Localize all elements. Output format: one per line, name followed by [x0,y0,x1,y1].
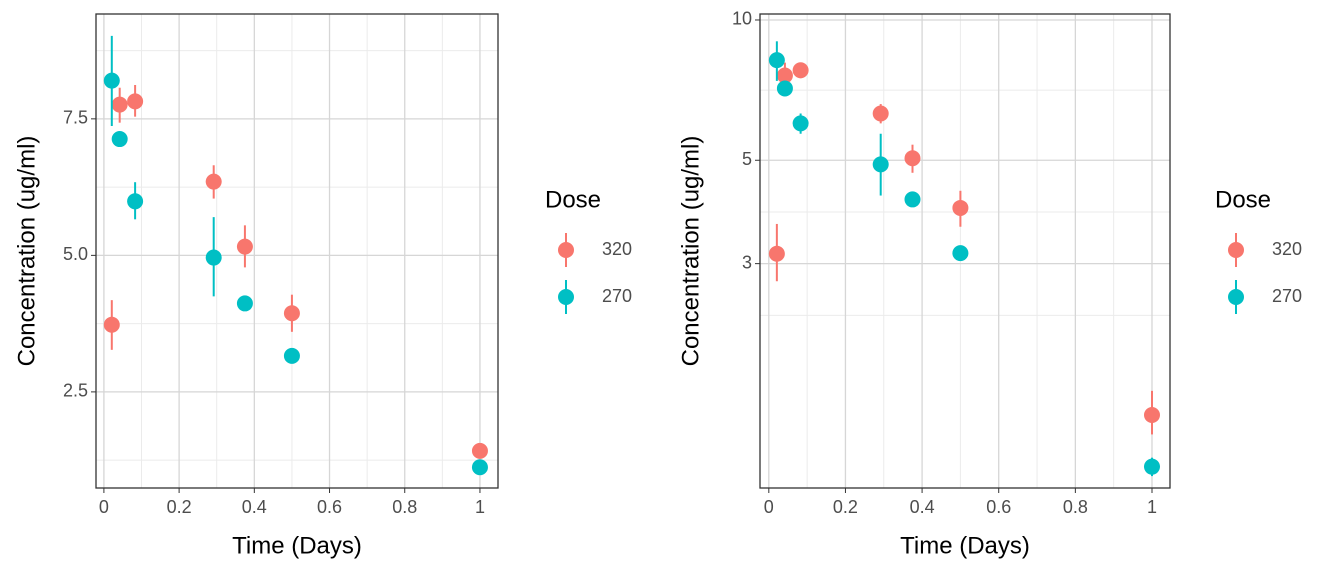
x-tick-label: 0.2 [167,497,192,517]
point [471,459,488,476]
point [236,295,253,312]
x-tick-label: 1 [475,497,485,517]
y-tick-label: 3 [742,252,752,272]
point [792,62,809,79]
y-tick-label: 7.5 [63,108,88,128]
point [952,199,969,216]
point [776,80,793,97]
point [103,72,120,89]
legend-key [1228,242,1244,258]
legend-label: 320 [1272,239,1302,259]
x-tick-label: 1 [1147,497,1157,517]
point [127,193,144,210]
point [127,93,144,110]
point [792,115,809,132]
point [768,52,785,69]
y-tick-label: 5.0 [63,244,88,264]
point [776,67,793,84]
point [236,238,253,255]
x-tick-label: 0.8 [392,497,417,517]
point [205,249,222,266]
legend-key [558,289,574,305]
legend-title: Dose [545,186,601,213]
x-tick-label: 0.6 [317,497,342,517]
point [872,156,889,173]
legend-key [1228,289,1244,305]
point [1143,407,1160,424]
panel-border [759,13,1171,489]
y-axis-title: Concentration (ug/ml) [677,136,704,367]
x-axis-title: Time (Days) [232,532,362,559]
point [205,173,222,190]
x-tick-label: 0.4 [242,497,267,517]
point [471,442,488,459]
point [872,105,889,122]
y-tick-label: 2.5 [63,381,88,401]
legend-label: 320 [602,239,632,259]
x-tick-label: 0 [764,497,774,517]
x-tick-label: 0.2 [833,497,858,517]
x-tick-label: 0.6 [986,497,1011,517]
point [111,131,128,148]
point [111,96,128,113]
point [952,245,969,262]
x-tick-label: 0.8 [1063,497,1088,517]
x-tick-label: 0 [99,497,109,517]
y-axis-title: Concentration (ug/ml) [13,136,40,367]
legend-title: Dose [1215,186,1271,213]
point [283,347,300,364]
y-tick-label: 10 [732,9,752,29]
x-axis-title: Time (Days) [900,532,1030,559]
point [103,316,120,333]
x-tick-label: 0.4 [910,497,935,517]
point [283,305,300,322]
legend-label: 270 [602,286,632,306]
panel-border [95,13,499,489]
legend-label: 270 [1272,286,1302,306]
point [1143,458,1160,475]
legend-key [558,242,574,258]
y-tick-label: 5 [742,149,752,169]
point [904,150,921,167]
point [904,191,921,208]
point [768,245,785,262]
